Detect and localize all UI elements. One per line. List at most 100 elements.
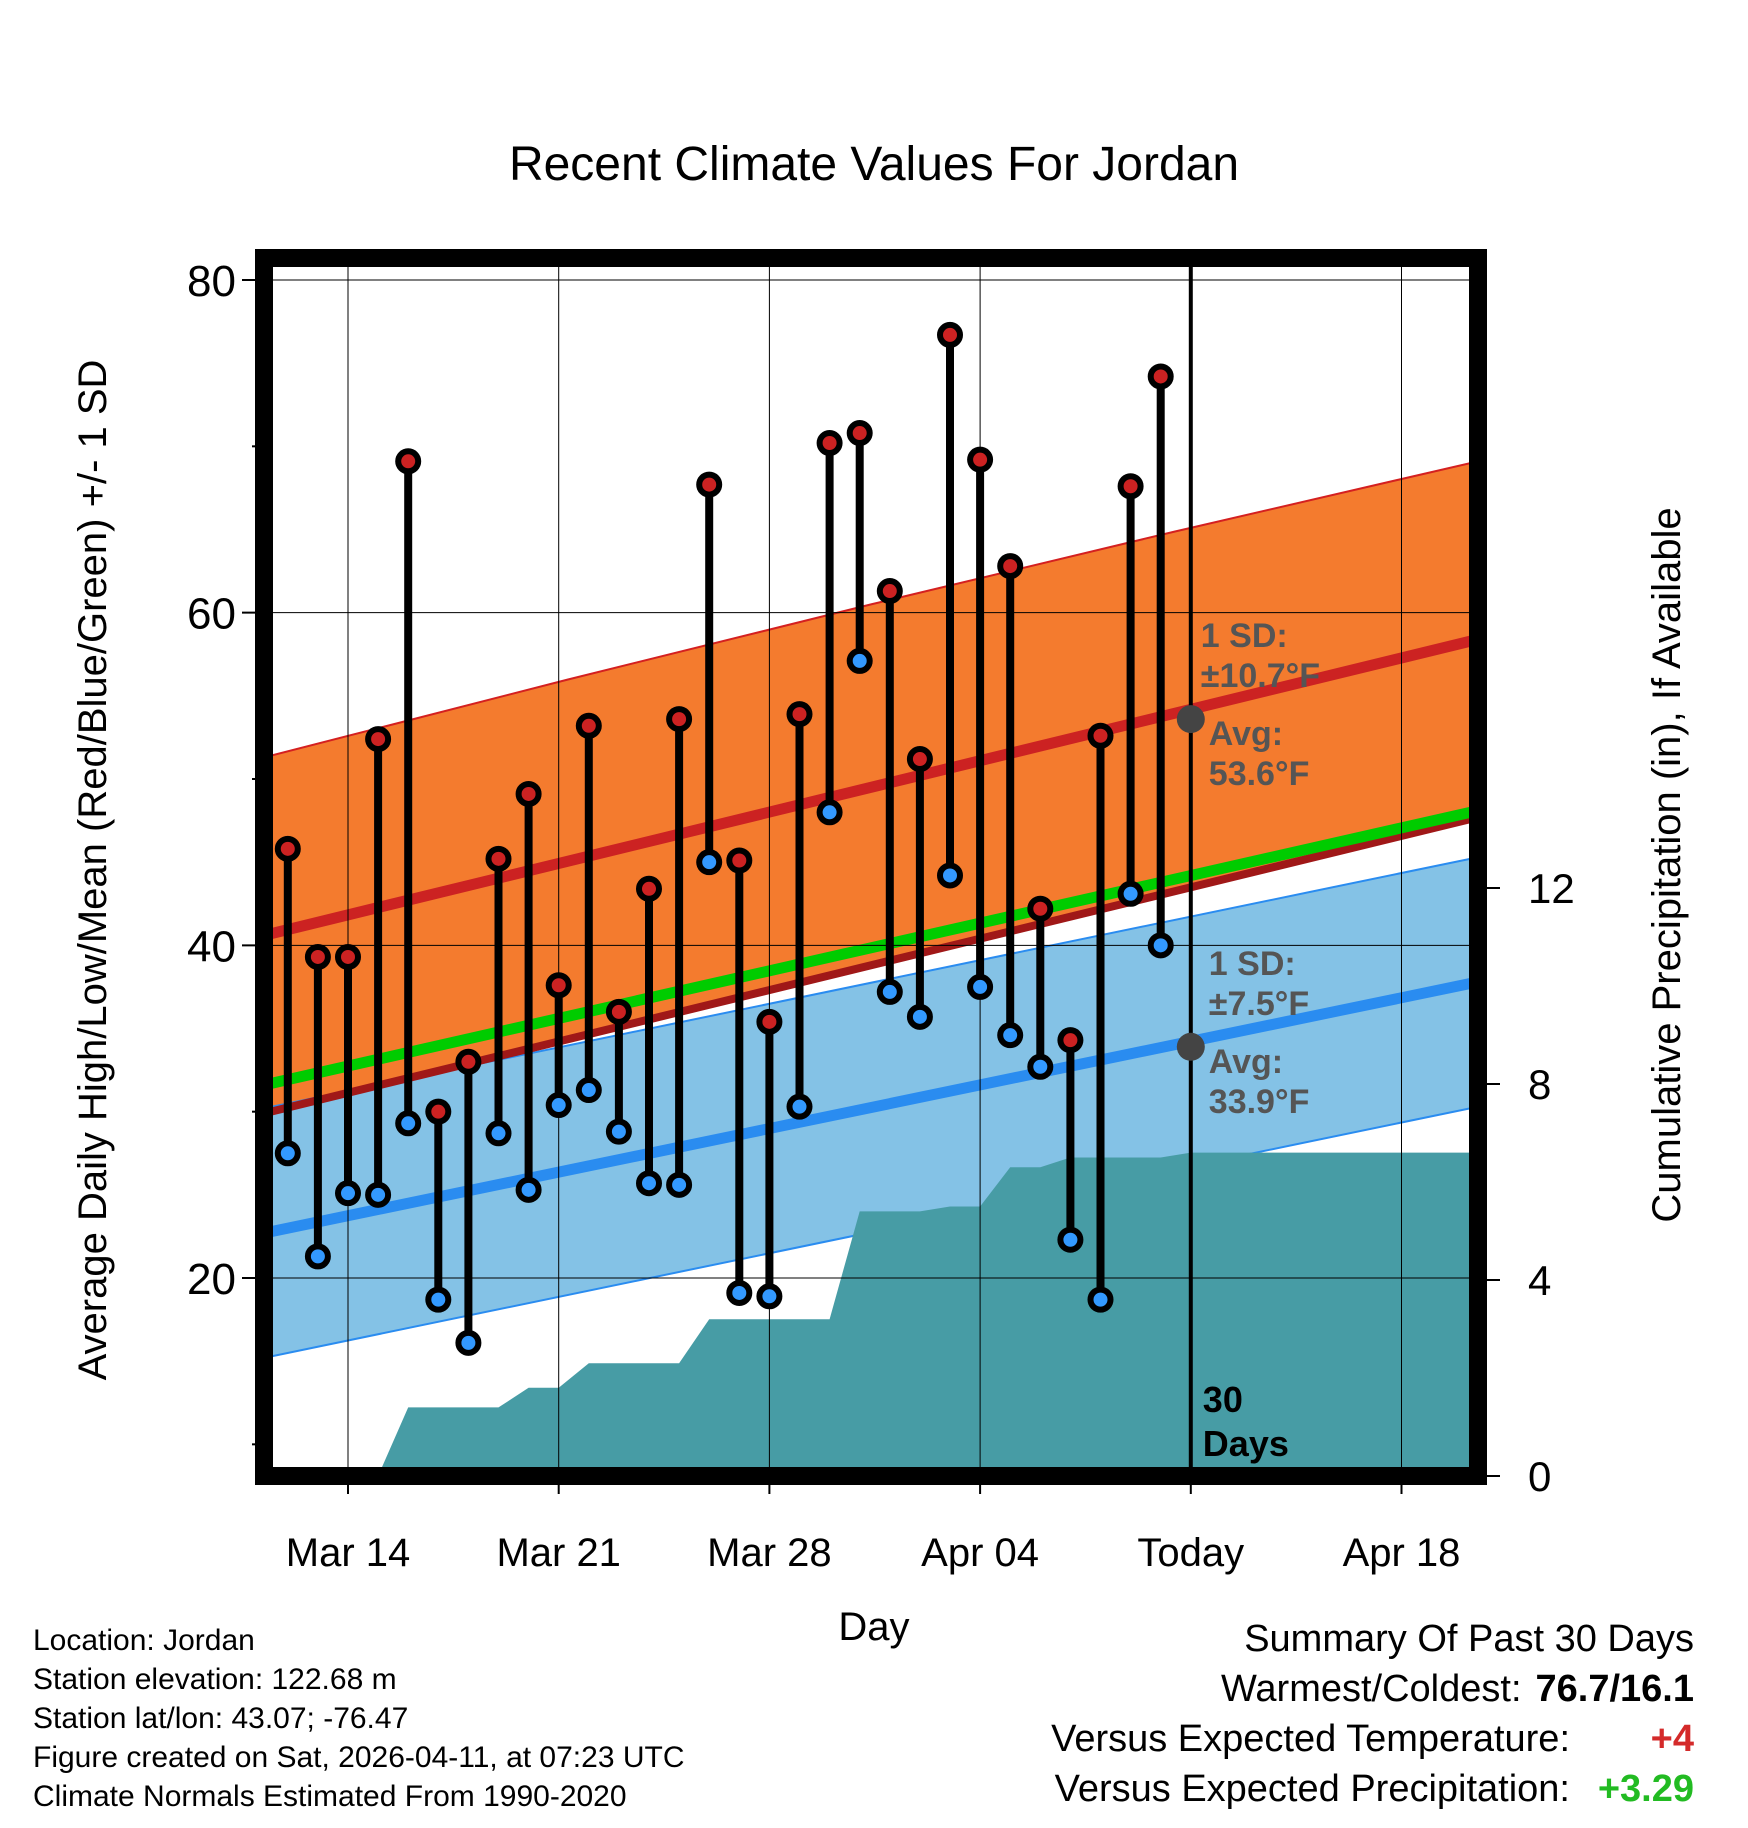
y-tick-label: 40 — [187, 922, 236, 971]
y2-tick-label: 12 — [1528, 865, 1575, 912]
daily-high-point — [846, 420, 873, 447]
y-tick-label: 20 — [187, 1255, 236, 1304]
daily-low-point — [816, 799, 843, 826]
daily-low-point — [485, 1120, 512, 1147]
daily-low-point — [605, 1118, 632, 1145]
high-avg-annotation-line-1: Avg: — [1209, 715, 1283, 753]
daily-high-point — [997, 553, 1024, 580]
normals-text: Climate Normals Estimated From 1990-2020 — [33, 1780, 627, 1813]
today-high-avg-marker — [1176, 705, 1205, 734]
daily-high-point — [967, 446, 994, 473]
daily-high-point — [636, 875, 662, 902]
daily-low-point — [455, 1329, 482, 1356]
daily-low-point — [304, 1243, 331, 1270]
y2-tick-label: 8 — [1528, 1061, 1551, 1108]
low-avg-annotation-line-2: 33.9°F — [1209, 1083, 1310, 1121]
x-tick-label: Mar 14 — [286, 1531, 411, 1575]
precip-label: Versus Expected Precipitation: — [1054, 1768, 1570, 1810]
low-sd-annotation-line-2: ±7.5°F — [1209, 985, 1309, 1023]
daily-low-point — [726, 1279, 753, 1306]
daily-high-point — [666, 706, 693, 733]
daily-low-point — [937, 862, 963, 889]
y-axis-label: Average Daily High/Low/Mean (Red/Blue/Gr… — [71, 360, 115, 1381]
location-text: Location: Jordan — [33, 1624, 255, 1657]
daily-low-point — [636, 1170, 662, 1197]
x-tick-label: Mar 28 — [707, 1531, 832, 1575]
plot-frame — [255, 249, 1487, 1485]
daily-high-point — [937, 321, 963, 348]
daily-high-point — [1087, 722, 1114, 749]
y2-axis-label: Cumulative Precipitation (in), If Availa… — [1645, 507, 1689, 1222]
y2-tick-label: 0 — [1528, 1453, 1551, 1500]
daily-high-point — [756, 1008, 783, 1035]
summary-title: Summary Of Past 30 Days — [1244, 1618, 1694, 1660]
warm-cold-label: Warmest/Coldest: — [1220, 1668, 1522, 1710]
low-sd-annotation-line-1: 1 SD: — [1209, 945, 1296, 983]
high-sd-annotation-line-1: 1 SD: — [1201, 617, 1288, 655]
daily-low-point — [1027, 1053, 1054, 1080]
daily-low-point — [395, 1110, 422, 1137]
daily-high-point — [515, 780, 542, 807]
daily-high-point — [726, 847, 753, 874]
daily-mean-normal-line — [264, 805, 1478, 1091]
daily-high-point — [696, 471, 723, 498]
low-avg-annotation-line-1: Avg: — [1209, 1043, 1283, 1081]
precip-value: +3.29 — [1597, 1768, 1694, 1810]
daily-high-point — [365, 726, 392, 753]
x-tick-label: Mar 21 — [496, 1531, 621, 1575]
x-tick-label: Apr 04 — [921, 1531, 1039, 1575]
precip-area — [378, 1152, 1478, 1476]
daily-high-point — [876, 578, 903, 605]
x-tick-label: Apr 18 — [1343, 1531, 1461, 1575]
daily-high-point — [1057, 1027, 1084, 1054]
daily-low-point — [365, 1181, 392, 1208]
daily-high-point — [906, 746, 933, 773]
daily-low-point — [696, 849, 723, 876]
x-tick-label: Today — [1137, 1531, 1244, 1575]
daily-low-point — [335, 1180, 361, 1207]
daily-low-point — [575, 1077, 602, 1104]
temp-label: Versus Expected Temperature: — [1051, 1718, 1570, 1760]
daily-high-point — [786, 701, 813, 728]
daily-low-point — [846, 647, 873, 674]
daily-low-point — [906, 1003, 933, 1030]
y2-tick-label: 4 — [1528, 1257, 1551, 1304]
daily-low-point — [666, 1171, 693, 1198]
station-info: Location: Jordan Station elevation: 122.… — [33, 1621, 685, 1816]
high-sd-upper-line — [264, 460, 1478, 759]
daily-low-point — [425, 1286, 452, 1313]
daily-high-point — [575, 712, 602, 739]
daily-low-point — [1147, 932, 1174, 959]
daily-high-point — [1027, 895, 1054, 922]
daily-high-point — [335, 943, 361, 970]
chart-title: Recent Climate Values For Jordan — [509, 138, 1239, 191]
elevation-text: Station elevation: 122.68 m — [33, 1663, 397, 1696]
y-tick-label: 60 — [187, 590, 236, 639]
daily-low-point — [967, 973, 994, 1000]
summary-panel: Summary Of Past 30 Days Warmest/Coldest:… — [1051, 1614, 1694, 1814]
daily-high-point — [425, 1098, 452, 1125]
temp-value: +4 — [1650, 1718, 1694, 1760]
daily-high-point — [545, 972, 572, 999]
warm-cold-row: Warmest/Coldest: 76.7/16.1 — [1051, 1664, 1694, 1714]
warm-cold-value: 76.7/16.1 — [1535, 1668, 1694, 1710]
daily-low-point — [274, 1140, 301, 1167]
created-text: Figure created on Sat, 2026-04-11, at 07… — [33, 1741, 685, 1774]
daily-low-point — [1087, 1286, 1114, 1313]
daily-high-point — [1117, 473, 1144, 500]
daily-high-point — [304, 943, 331, 970]
days-annotation-line-1: 30 — [1203, 1379, 1243, 1420]
daily-low-point — [786, 1093, 813, 1120]
daily-low-point — [1057, 1226, 1084, 1253]
daily-high-point — [485, 845, 512, 872]
daily-low-point — [1117, 880, 1144, 907]
temp-row: Versus Expected Temperature: +4 — [1051, 1714, 1694, 1764]
latlon-text: Station lat/lon: 43.07; -76.47 — [33, 1702, 409, 1735]
daily-high-point — [395, 448, 422, 475]
today-low-avg-marker — [1176, 1032, 1205, 1061]
high-sd-annotation-line-2: ±10.7°F — [1201, 657, 1320, 695]
daily-low-point — [515, 1176, 542, 1203]
daily-low-point — [756, 1283, 783, 1310]
